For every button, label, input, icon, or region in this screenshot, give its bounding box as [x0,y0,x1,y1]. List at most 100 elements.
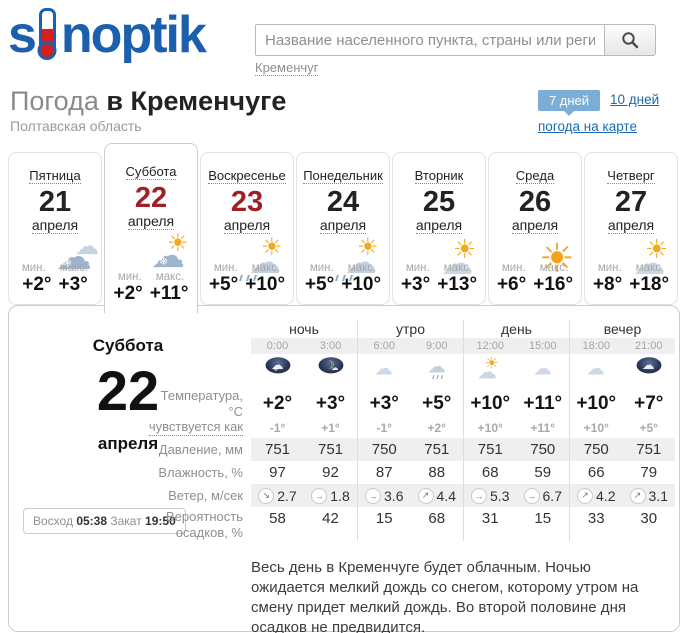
day-month-link[interactable]: апреля [31,217,79,234]
precipitation-value: 15 [375,510,393,527]
time-label: 18:00 [582,340,611,352]
day-name-link[interactable]: Понедельник [303,168,383,184]
max-temp: +13° [437,274,478,295]
tab-10-days[interactable]: 10 дней [610,92,660,107]
temperature-value: +11° [523,392,563,414]
temperature-value: +10° [470,392,511,414]
min-label: мин. [213,262,238,274]
max-temp: +3° [58,274,88,295]
min-temp: +2° [22,274,52,295]
day-card-sunday[interactable]: Воскресенье 23 апреля мин. макс. +5° +10° [200,152,294,305]
min-temp: +8° [592,274,623,295]
sunrise-time: 05:38 [76,514,108,528]
region-subtitle: Полтавская область [10,118,142,134]
period-evening: вечер [569,320,675,338]
feels-like-value: +2° [427,420,446,435]
weather-map-link[interactable]: погода на карте [538,119,637,134]
hourly-weather-icon [634,357,666,383]
day-date: 26 [518,186,552,218]
sunrise-sunset-box: Восход 05:38 Закат 19:50 [23,508,186,534]
pressure-value: 751 [317,441,344,458]
day-date: 23 [230,186,264,218]
pressure-row: Давление, мм 751 751 750 751 751 750 750 751 [145,438,677,461]
day-month-link[interactable]: апреля [607,217,655,234]
wind-value: 5.3 [490,487,510,504]
temperature-value: +5° [422,392,452,414]
detail-panel: Суббота 22 апреля Восход 05:38 Закат 19:… [8,305,680,633]
search-button[interactable] [604,24,656,56]
precipitation-value: 31 [481,510,499,527]
max-temp: +16° [533,274,574,295]
wind-direction-icon: ↗ [629,487,646,504]
humidity-row: Влажность, % 97 92 87 88 68 59 66 79 [145,461,677,484]
title-prefix: Погода [10,86,99,116]
max-temp: +18° [629,274,670,295]
wind-value: 6.7 [542,487,562,504]
day-month-link[interactable]: апреля [127,213,175,230]
time-label: 0:00 [266,340,289,352]
day-card-friday[interactable]: Пятница 21 апреля мин. макс. +2° +3° [8,152,102,305]
day-name-link[interactable]: Воскресенье [208,168,286,184]
day-name-link[interactable]: Суббота [125,164,177,180]
thermometer-icon [38,8,56,54]
day-card-tuesday[interactable]: Вторник 25 апреля мин. макс. +3° +13° [392,152,486,305]
hourly-weather-icon [316,357,351,383]
search-input[interactable] [255,24,604,56]
time-row: 0:00 3:00 6:00 9:00 12:00 15:00 18:00 21:00 [145,338,677,354]
temperature-value: +3° [369,392,399,414]
row-label-feels-like[interactable]: чувствуется как [148,419,243,436]
day-date: 27 [614,186,648,218]
precipitation-row: Вероятность осадков, % 58 42 15 68 31 15 33… [145,507,677,541]
max-label: макс. [635,262,665,274]
sunset-time: 19:50 [145,514,176,528]
max-label: макс. [443,262,473,274]
current-city-link[interactable]: Кременчуг [255,60,319,76]
day-month-link[interactable]: апреля [319,217,367,234]
wind-direction-icon: ↗ [577,487,594,504]
tab-7-days[interactable]: 7 дней [538,90,600,116]
pressure-value: 751 [264,441,291,458]
day-month-link[interactable]: апреля [415,217,463,234]
min-label: мин. [21,262,46,274]
wind-value: 3.1 [648,487,668,504]
day-forecast-description: Весь день в Кременчуге будет облачным. Н… [251,559,639,633]
feels-like-value: +5° [639,420,658,435]
precipitation-value: 68 [428,510,446,527]
selected-day-summary: Суббота 22 апреля Восход 05:38 Закат 19:… [9,306,247,534]
max-label: макс. [539,262,569,274]
humidity-value: 66 [587,464,605,481]
day-cards-row: Пятница 21 апреля мин. макс. +2° +3° Суббо… [8,143,680,313]
selected-day-date: 22 [96,359,160,422]
precipitation-value: 42 [322,510,339,527]
sinoptik-logo[interactable]: s noptik [8,4,207,66]
day-date: 21 [38,186,72,218]
day-card-saturday-selected[interactable]: Суббота 22 апреля мин. макс. +2° +11° [104,143,198,313]
day-card-thursday[interactable]: Четверг 27 апреля мин. макс. +8° +18° [584,152,678,305]
day-month-link[interactable]: апреля [511,217,559,234]
time-label: 12:00 [476,340,505,352]
day-name-link[interactable]: Вторник [414,168,464,184]
wind-direction-icon: → [523,487,540,504]
temperature-value: +10° [576,392,617,414]
feels-like-value: -1° [269,420,286,435]
humidity-value: 92 [322,464,339,481]
day-month-link[interactable]: апреля [223,217,271,234]
row-label-wind: Ветер, м/сек [168,487,243,503]
day-name-link[interactable]: Среда [515,168,555,184]
wind-direction-icon: → [471,487,488,504]
day-date: 22 [134,182,168,214]
feels-like-value: +1° [321,420,340,435]
min-label: мин. [501,262,526,274]
weather-icon-sun-rain-cloud [224,236,283,281]
day-name-link[interactable]: Четверг [607,168,655,184]
day-card-monday[interactable]: Понедельник 24 апреля мин. макс. +5° +10° [296,152,390,305]
max-temp: +11° [149,283,189,304]
humidity-value: 87 [375,464,393,481]
time-label: 6:00 [373,340,395,352]
day-name-link[interactable]: Пятница [29,168,81,184]
day-card-wednesday[interactable]: Среда 26 апреля мин. макс. +6° +16° [488,152,582,305]
hourly-icons-row [145,354,677,397]
hourly-weather-icon [476,354,513,397]
hourly-weather-icon [263,357,295,383]
